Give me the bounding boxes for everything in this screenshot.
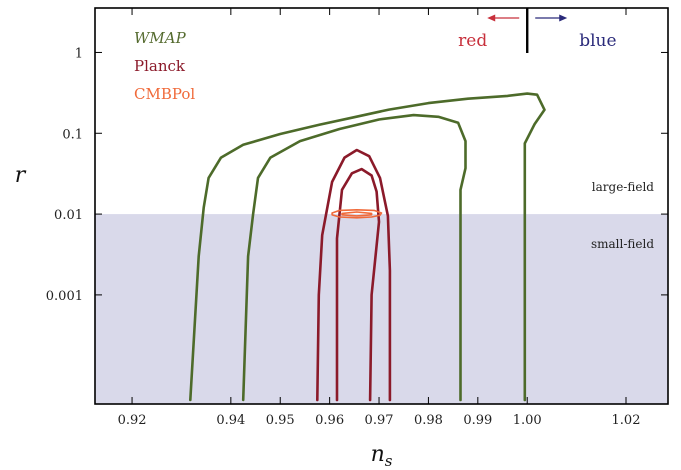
x-tick-label: 0.98: [414, 413, 443, 428]
x-tick-label: 0.94: [216, 413, 245, 428]
x-tick-label: 1.00: [513, 413, 542, 428]
cmbpol-contour-1: [331, 209, 383, 219]
tilt-indicator: red blue: [458, 8, 617, 53]
legend-entry-cmbpol: CMBPol: [134, 85, 195, 103]
planck-contour-2: [335, 167, 381, 402]
wmap-contour-2: [241, 113, 467, 402]
blue-arrow-head-icon: [559, 14, 568, 22]
legend-entry-planck: Planck: [134, 57, 186, 75]
legend-entry-wmap: WMAP: [134, 29, 187, 47]
x-tick-label: 0.92: [118, 413, 147, 428]
regions-layer: [95, 214, 668, 404]
y-tick-label: 0.1: [62, 127, 83, 142]
y-axis-title: r: [15, 163, 27, 188]
cmbpol-contour-2: [341, 211, 373, 217]
x-tick-label: 0.95: [266, 413, 295, 428]
y-tick-label: 0.01: [54, 208, 83, 223]
wmap-contour-1: [189, 92, 546, 402]
planck-contour-1: [316, 148, 392, 402]
x-tick-label: 0.96: [315, 413, 344, 428]
x-axis-title-main: n: [371, 442, 385, 467]
large-field-label: large-field: [592, 180, 655, 194]
legend: WMAP Planck CMBPol: [134, 29, 195, 103]
small-field-label: small-field: [591, 237, 654, 251]
x-axis-title: ns: [371, 442, 393, 470]
small-field-region: [95, 214, 668, 404]
red-arrow-head-icon: [487, 14, 496, 22]
y-tick-label: 1: [75, 46, 83, 61]
contours-layer: [189, 92, 546, 402]
plot-frame: [94, 7, 669, 405]
ticks-layer: 0.92 0.94 0.95 0.96 0.97 0.98 0.99 1.00 1.02 1 0.1…: [46, 8, 668, 428]
y-tick-label: 0.001: [46, 289, 83, 304]
x-tick-label: 1.02: [612, 413, 641, 428]
blue-tilt-label: blue: [579, 31, 616, 51]
x-tick-label: 0.97: [365, 413, 394, 428]
x-tick-label: 0.99: [463, 413, 492, 428]
x-axis-title-subscript: s: [385, 452, 393, 470]
red-tilt-label: red: [458, 31, 487, 51]
